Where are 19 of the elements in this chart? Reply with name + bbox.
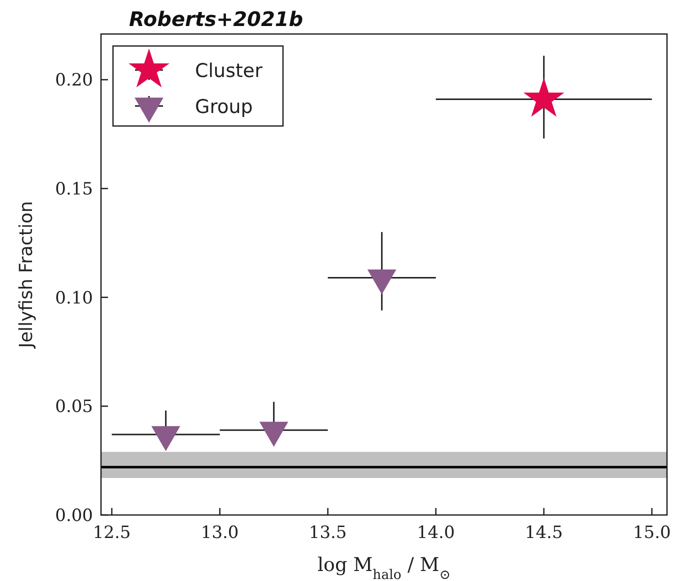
point <box>523 78 564 117</box>
y-axis-title: Jellyfish Fraction <box>16 201 37 349</box>
x-tick-label: 15.0 <box>632 523 671 543</box>
y-tick-label: 0.20 <box>55 70 93 91</box>
y-tick-label: 0.00 <box>55 506 93 526</box>
x-tick-label: 13.0 <box>200 523 239 543</box>
point <box>259 422 288 447</box>
y-tick-label: 0.05 <box>55 397 93 418</box>
point <box>151 426 180 452</box>
x-axis-title: log M$_{halo}$ / M$_{⊙}$ <box>317 554 451 581</box>
x-tick-label: 12.5 <box>92 523 131 543</box>
x-tick-label: 14.0 <box>416 523 455 543</box>
legend-label: Cluster <box>195 60 263 82</box>
y-tick-label: 0.15 <box>55 180 93 200</box>
chart-title: Roberts+2021b <box>129 7 304 31</box>
y-tick-label: 0.10 <box>55 288 93 308</box>
legend-label: Group <box>195 96 253 118</box>
x-tick-label: 14.5 <box>524 523 563 543</box>
x-tick-label: 13.5 <box>308 523 347 543</box>
